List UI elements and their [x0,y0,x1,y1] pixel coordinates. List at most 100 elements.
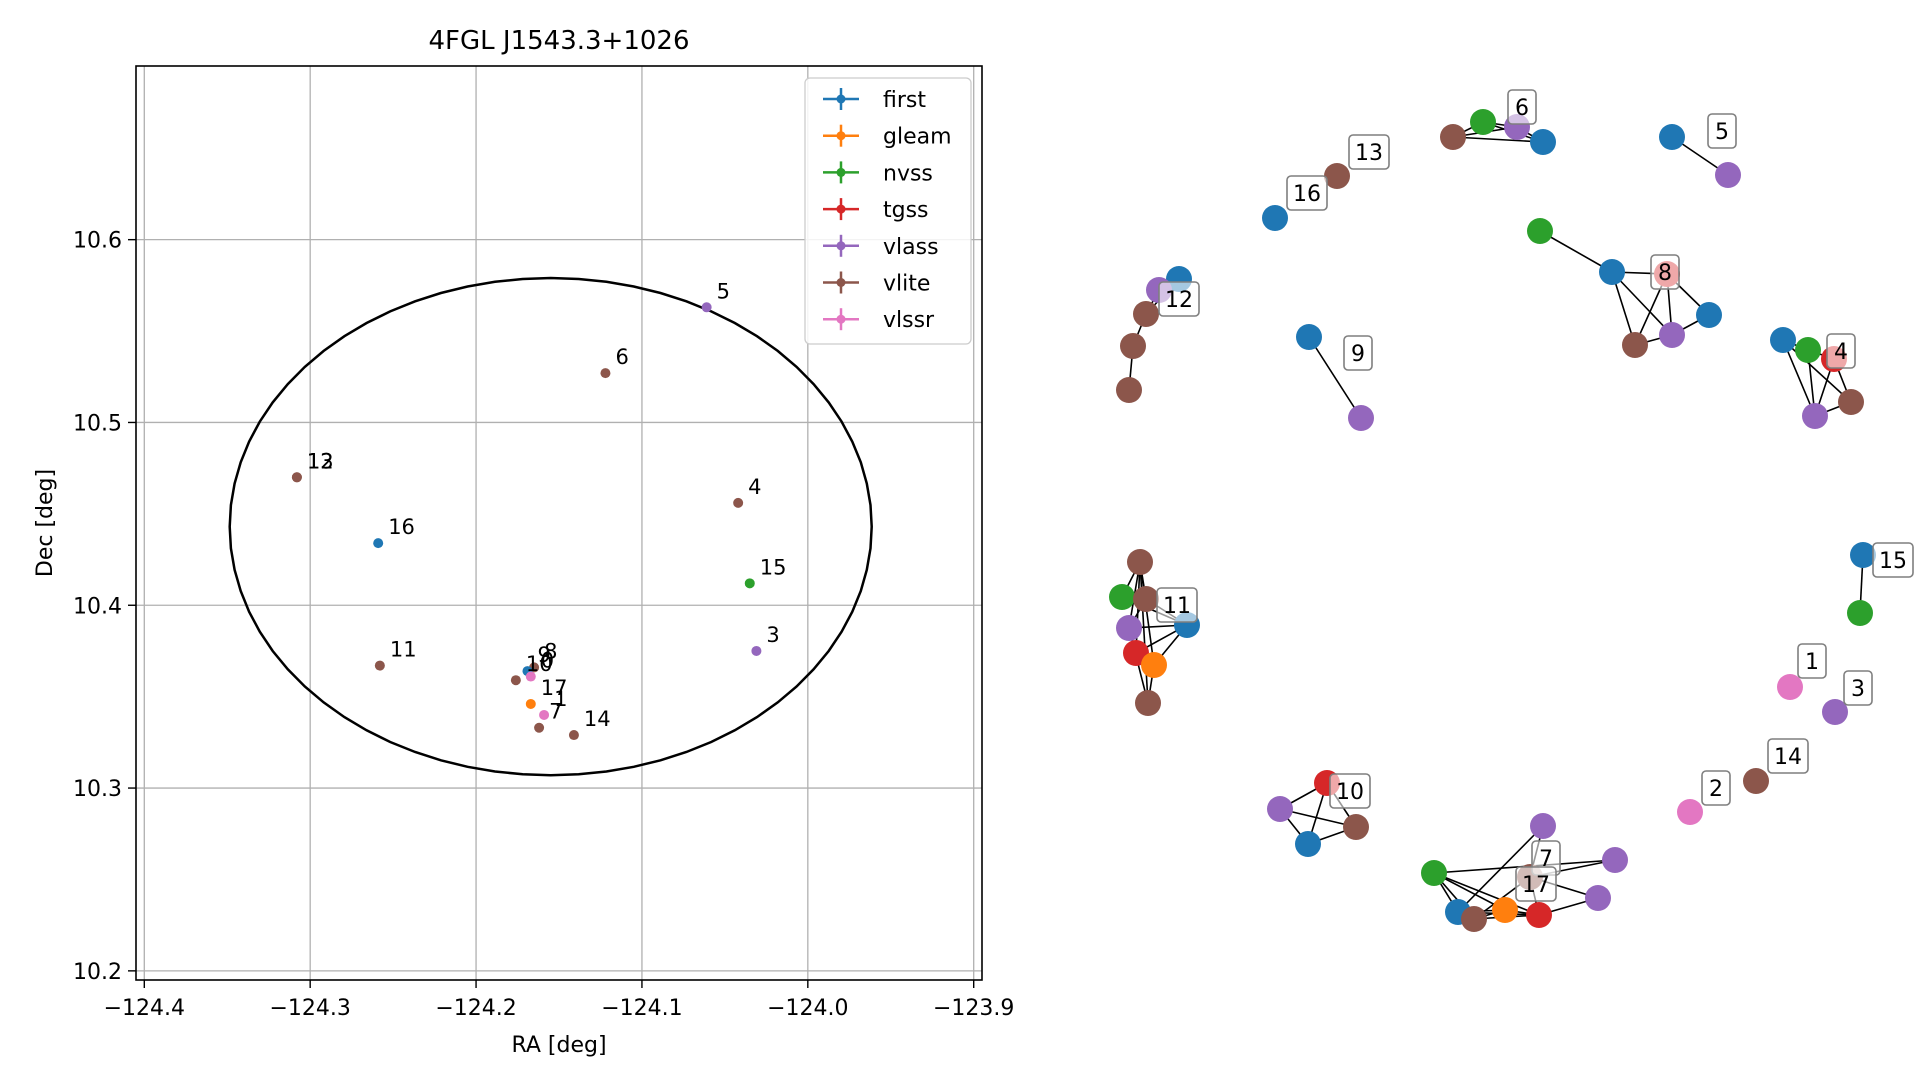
network-edge [1782,339,1852,403]
point-label: 13 [307,449,334,473]
network-node [1659,124,1685,150]
legend-entry: nvss [883,161,933,186]
network-node [1470,109,1496,135]
scatter-point [525,698,536,709]
network-node [1530,813,1556,839]
network-node [1296,324,1322,350]
network-label-box [1767,738,1809,774]
legend-marker-dot [836,204,846,214]
network-label-box [1329,773,1371,809]
y-axis-label: Dec [deg] [33,469,58,577]
network-label: 12 [1165,288,1193,313]
point-label: 5 [717,279,730,303]
network-node [1715,162,1741,188]
point-label: 12 [307,449,334,473]
network-node [1120,333,1146,359]
scatter-point [510,675,521,686]
legend-entry: gleam [883,125,952,150]
network-label: 2 [1709,777,1723,802]
network-label: 10 [1336,780,1364,805]
network-label: 3 [1851,677,1865,702]
network-node [1492,897,1518,923]
scatter-point [539,709,550,720]
network-node [1116,615,1142,641]
network-node [1262,205,1288,231]
scatter-point [733,497,744,508]
network-label-box [1515,866,1557,902]
point-label: 7 [549,700,562,724]
network-label: 6 [1515,96,1529,121]
network-node [1677,799,1703,825]
network-edge [1279,808,1357,828]
error-ellipse [228,276,873,777]
network-label-box [1872,542,1914,578]
network-node [1116,377,1142,403]
scatter-point [373,538,384,549]
network-node [1267,796,1293,822]
network-label: 13 [1355,141,1383,166]
x-tick-label: −124.2 [435,996,516,1021]
network-node [1440,124,1466,150]
x-tick-label: −123.9 [933,996,1014,1021]
network-edge [1139,561,1149,704]
network-node [1850,542,1876,568]
network-label: 4 [1834,340,1848,365]
chart-title: 4FGL J1543.3+1026 [429,26,690,56]
legend-entry: vlssr [883,308,935,333]
point-label: 1 [554,687,567,711]
network-node [1133,586,1159,612]
network-node [1530,129,1556,155]
x-tick-label: −124.1 [601,996,682,1021]
legend-entry: vlite [883,272,930,297]
legend-marker-dot [836,278,846,287]
point-label: 9 [537,643,550,667]
scatter-point [751,645,762,656]
network-node [1696,302,1722,328]
network-label: 5 [1715,120,1729,145]
network-node [1348,405,1374,431]
network-edge [1308,336,1362,419]
point-label: 8 [544,639,557,663]
axis-ticks: −124.4 −124.3 −124.2 −124.1 −124.0 −123.9 10.2… [73,229,1014,1021]
network-node [1461,906,1487,932]
network-label-box [1797,643,1827,679]
network-label-box [1843,670,1873,706]
network-node [1777,674,1803,700]
network-label: 14 [1774,745,1802,770]
network-label-box [1707,113,1737,149]
scatter-point [534,722,545,733]
network-edge [1452,136,1544,143]
y-tick-label: 10.4 [73,594,122,619]
legend-marker-dot [836,314,846,324]
network-edge [1539,230,1613,273]
point-label: 16 [388,515,415,539]
legend-marker-dot [836,241,846,251]
network-node [1743,768,1769,794]
network-node [1622,332,1648,358]
scatter-point [701,302,712,313]
legend: first gleam nvss tgss vlass vlite vlssr [804,77,972,345]
network-node [1324,163,1350,189]
network-label: 17 [1522,873,1550,898]
x-tick-label: −124.3 [269,996,350,1021]
plot-frame [135,65,983,981]
scatter-point [374,660,385,671]
scatter-points [291,302,762,741]
point-label: 11 [390,638,417,662]
x-tick-label: −124.0 [767,996,848,1021]
scatter-point [744,578,755,589]
legend-entry: vlass [883,235,939,260]
network-label: 8 [1658,261,1672,286]
point-label: 17 [541,676,568,700]
scatter-point [600,368,611,379]
network-node [1802,403,1828,429]
network-edge [1611,271,1673,336]
y-tick-label: 10.2 [73,960,122,985]
network-node [1795,337,1821,363]
network-node [1109,584,1135,610]
network-nodes [1109,109,1876,932]
network-label-box [1343,335,1373,371]
network-node [1141,652,1167,678]
